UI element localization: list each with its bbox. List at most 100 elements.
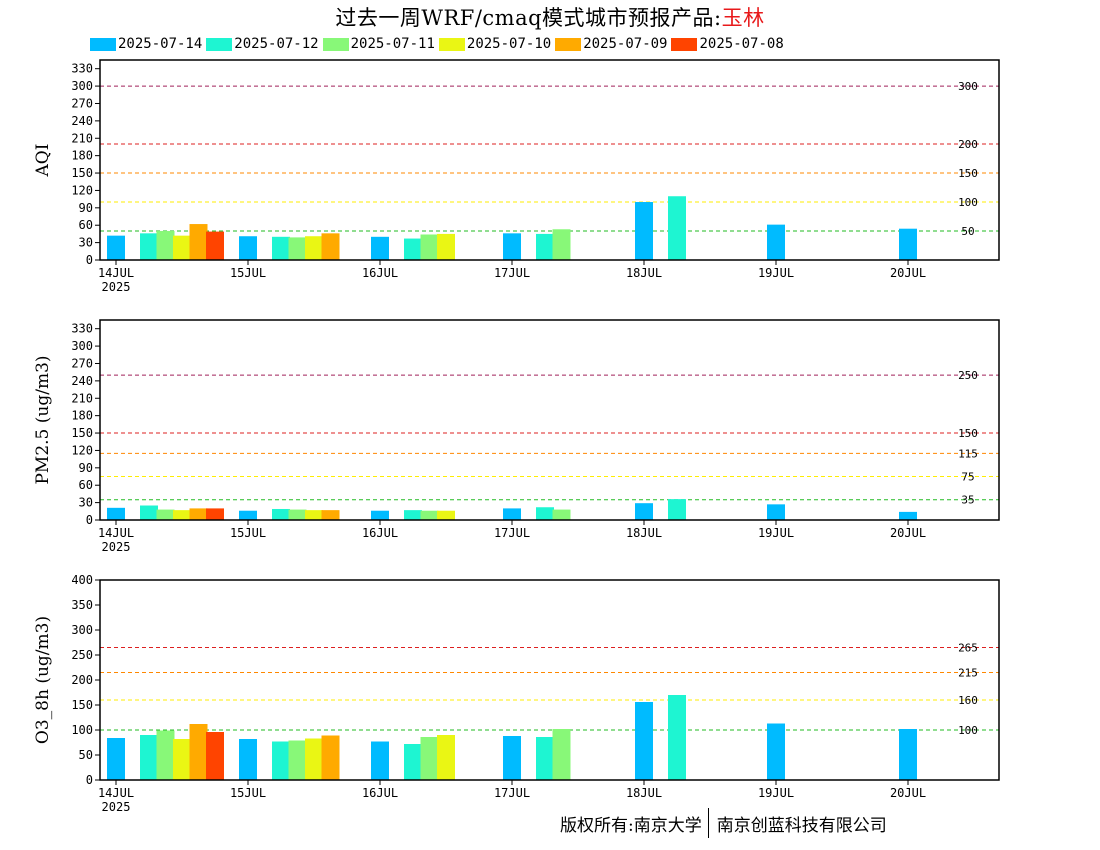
threshold-label: 200 <box>958 138 978 151</box>
legend-swatch <box>90 37 116 51</box>
bar <box>767 224 785 260</box>
threshold-label: 75 <box>961 471 974 484</box>
y-tick-label: 240 <box>71 114 93 128</box>
threshold-label: 300 <box>958 80 978 93</box>
y-axis-title: AQI <box>33 144 53 178</box>
bar <box>140 505 158 520</box>
bar <box>156 231 175 260</box>
bar <box>156 730 175 780</box>
bar <box>140 735 158 780</box>
y-tick-label: 200 <box>71 673 93 687</box>
bar <box>503 508 521 520</box>
bar <box>767 504 785 520</box>
bar <box>239 739 257 780</box>
y-tick-label: 300 <box>71 623 93 637</box>
bar <box>404 238 422 260</box>
bar <box>206 231 224 260</box>
x-tick-label: 17JUL <box>494 786 530 800</box>
bar <box>189 508 208 520</box>
x-tick-label: 16JUL <box>362 526 398 540</box>
chart-title: 过去一周WRF/cmaq模式城市预报产品:玉林 <box>0 2 1100 32</box>
x-tick-label: 18JUL <box>626 266 662 280</box>
y-tick-label: 60 <box>79 478 93 492</box>
legend-label: 2025-07-11 <box>350 36 435 52</box>
bar <box>156 509 175 520</box>
legend-label: 2025-07-08 <box>699 36 784 52</box>
bar <box>503 736 521 780</box>
bar <box>899 228 917 260</box>
x-tick-label: 15JUL <box>230 786 266 800</box>
threshold-label: 250 <box>958 369 978 382</box>
threshold-label: 100 <box>958 196 978 209</box>
bar <box>239 236 257 260</box>
bar <box>371 236 389 260</box>
y-tick-label: 60 <box>79 218 93 232</box>
legend: 2025-07-14 2025-07-12 2025-07-11 2025-07-10… <box>90 36 788 52</box>
bar <box>437 735 455 780</box>
bar <box>503 233 521 260</box>
threshold-label: 100 <box>958 724 978 737</box>
y-tick-label: 100 <box>71 723 93 737</box>
y-tick-label: 150 <box>71 426 93 440</box>
y-tick-label: 210 <box>71 131 93 145</box>
bar <box>371 741 389 780</box>
legend-item: 2025-07-12 <box>206 36 319 52</box>
legend-item: 2025-07-10 <box>438 36 551 52</box>
x-tick-label: 20JUL <box>890 526 926 540</box>
threshold-label: 150 <box>958 427 978 440</box>
title-main: 过去一周WRF/cmaq模式城市预报产品: <box>335 6 722 30</box>
bar <box>668 196 686 260</box>
y-tick-label: 0 <box>86 513 93 527</box>
x-tick-label: 18JUL <box>626 786 662 800</box>
y-axis-title: PM2.5 (ug/m3) <box>33 355 53 484</box>
bar <box>288 509 307 520</box>
bar <box>536 507 554 520</box>
plot-frame <box>99 59 1000 261</box>
x-tick-label: 17JUL <box>494 266 530 280</box>
x-tick-label: 16JUL <box>362 786 398 800</box>
y-tick-label: 0 <box>86 253 93 267</box>
bar <box>288 237 307 260</box>
bar <box>272 508 290 520</box>
legend-swatch <box>555 37 582 51</box>
y-tick-label: 50 <box>79 748 93 762</box>
x-tick-label: 20JUL <box>890 786 926 800</box>
y-tick-label: 150 <box>71 166 93 180</box>
x-tick-label: 14JUL <box>98 266 134 280</box>
y-tick-label: 400 <box>71 573 93 587</box>
bar <box>272 236 290 260</box>
legend-item: 2025-07-08 <box>671 36 784 52</box>
bar <box>668 499 686 520</box>
y-tick-label: 270 <box>71 96 93 110</box>
bar <box>899 511 917 520</box>
legend-item: 2025-07-09 <box>555 36 667 52</box>
x-tick-label: 19JUL <box>758 786 794 800</box>
y-tick-label: 180 <box>71 149 93 163</box>
y-tick-label: 120 <box>71 443 93 457</box>
bar <box>272 741 290 780</box>
bar <box>635 202 653 260</box>
bar <box>437 510 455 520</box>
y-tick-label: 90 <box>79 461 93 475</box>
bar <box>107 235 125 260</box>
bar <box>437 233 455 260</box>
bar <box>371 510 389 520</box>
bar <box>552 229 571 260</box>
bar <box>420 234 439 260</box>
threshold-label: 215 <box>958 667 978 680</box>
y-tick-label: 180 <box>71 409 93 423</box>
x-tick-label: 18JUL <box>626 526 662 540</box>
y-tick-label: 90 <box>79 201 93 215</box>
threshold-label: 265 <box>958 642 978 655</box>
y-tick-label: 0 <box>86 773 93 787</box>
copyright-right: 南京创蓝科技有限公司 <box>716 815 887 836</box>
x-tick-label: 15JUL <box>230 526 266 540</box>
bar <box>140 233 158 260</box>
bar <box>635 702 653 780</box>
bar <box>305 510 323 520</box>
legend-swatch <box>322 37 349 51</box>
bar <box>536 737 554 780</box>
copyright-separator <box>707 808 709 838</box>
bar <box>767 723 785 780</box>
